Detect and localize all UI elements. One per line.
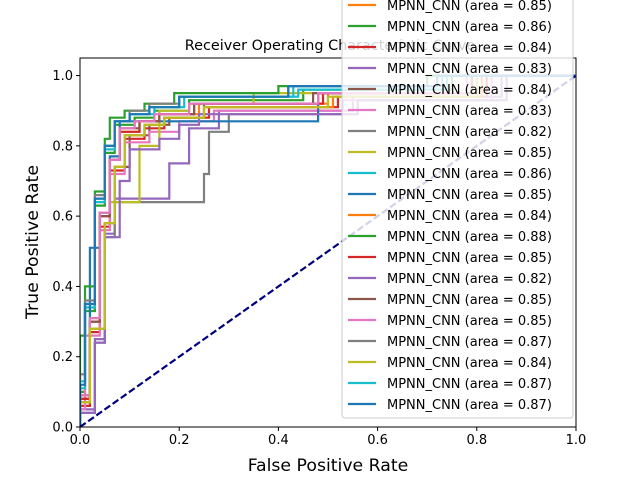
roc-series-line-20 bbox=[80, 74, 576, 427]
y-tick-label: 0.8 bbox=[52, 139, 73, 154]
roc-series-line-12 bbox=[80, 74, 576, 427]
legend-entry-label: MPNN_CNN (area = 0.85) bbox=[387, 188, 552, 203]
x-tick-label: 0.0 bbox=[70, 433, 91, 448]
legend-box bbox=[341, 0, 574, 419]
legend-entry-label: MPNN_CNN (area = 0.85) bbox=[387, 251, 552, 266]
legend-entry-label: MPNN_CNN (area = 0.84) bbox=[387, 41, 552, 56]
roc-series-line-3 bbox=[80, 74, 576, 427]
legend-entry-label: MPNN_CNN (area = 0.83) bbox=[387, 104, 552, 119]
legend-entry-label: MPNN_CNN (area = 0.87) bbox=[387, 398, 552, 413]
legend-entry-label: MPNN_CNN (area = 0.85) bbox=[387, 0, 552, 14]
legend-entry-label: MPNN_CNN (area = 0.86) bbox=[387, 167, 552, 182]
roc-series-line-15 bbox=[80, 74, 576, 427]
legend-entry-label: MPNN_CNN (area = 0.86) bbox=[387, 20, 552, 35]
legend-entry-label: MPNN_CNN (area = 0.84) bbox=[387, 83, 552, 98]
y-tick-label: 0.4 bbox=[52, 280, 73, 295]
legend-entry-label: MPNN_CNN (area = 0.84) bbox=[387, 209, 552, 224]
legend-entry-label: MPNN_CNN (area = 0.83) bbox=[387, 62, 552, 77]
legend-entry-label: MPNN_CNN (area = 0.85) bbox=[387, 146, 552, 161]
roc-series-line-18 bbox=[80, 74, 576, 427]
legend-entry-label: MPNN_CNN (area = 0.87) bbox=[387, 377, 552, 392]
x-tick-label: 0.6 bbox=[367, 433, 388, 448]
x-tick-label: 0.8 bbox=[466, 433, 487, 448]
plot-area bbox=[80, 74, 576, 427]
y-tick-label: 0.6 bbox=[52, 210, 73, 225]
legend-entry-label: MPNN_CNN (area = 0.85) bbox=[387, 314, 552, 329]
y-axis-label: True Positive Rate bbox=[23, 165, 43, 320]
axes: 0.00.0 0.2 0.2 0.4 0.4 0.6 0.6 0.8 0.8 1.0 1.0 bbox=[52, 57, 587, 448]
legend-entry-label: MPNN_CNN (area = 0.82) bbox=[387, 272, 552, 287]
legend: MPNN_CNN (area = 0.85) MPNN_CNN (area = 0… bbox=[341, 0, 574, 419]
y-tick-label: 0.0 bbox=[52, 421, 73, 436]
legend-entry-label: MPNN_CNN (area = 0.85) bbox=[387, 293, 552, 308]
legend-entry-label: MPNN_CNN (area = 0.84) bbox=[387, 356, 552, 371]
legend-entry-label: MPNN_CNN (area = 0.82) bbox=[387, 125, 552, 140]
x-tick-label: 0.2 bbox=[169, 433, 190, 448]
x-axis-label: False Positive Rate bbox=[248, 456, 409, 476]
y-tick-label: 1.0 bbox=[52, 69, 73, 84]
axes-frame bbox=[79, 57, 577, 428]
legend-entry-label: MPNN_CNN (area = 0.88) bbox=[387, 230, 552, 245]
legend-entry-label: MPNN_CNN (area = 0.87) bbox=[387, 335, 552, 350]
y-tick-label: 0.2 bbox=[52, 350, 73, 365]
x-tick-label: 1.0 bbox=[566, 433, 587, 448]
x-tick-label: 0.4 bbox=[268, 433, 289, 448]
roc-series-line-16 bbox=[80, 74, 576, 427]
